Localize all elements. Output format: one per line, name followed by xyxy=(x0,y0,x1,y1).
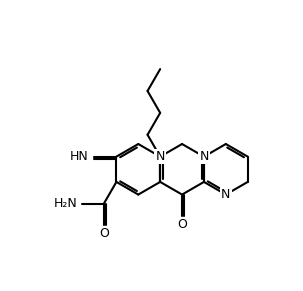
Text: HN: HN xyxy=(70,150,88,163)
Text: O: O xyxy=(99,227,109,240)
Text: N: N xyxy=(221,188,231,201)
Text: N: N xyxy=(199,150,209,163)
Text: O: O xyxy=(177,218,187,230)
Text: N: N xyxy=(155,150,165,163)
Text: H₂N: H₂N xyxy=(54,197,78,210)
